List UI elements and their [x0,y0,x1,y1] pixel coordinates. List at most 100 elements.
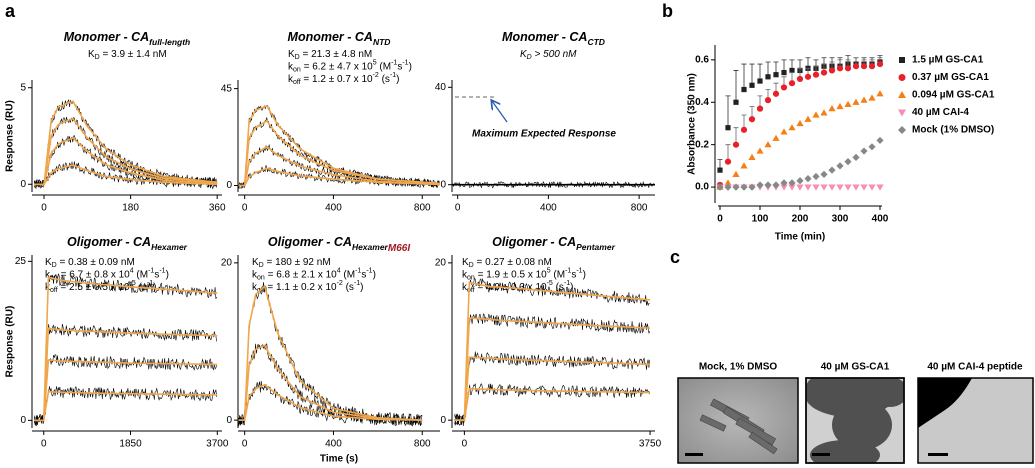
kinetics-part: on [293,67,301,74]
fit-curve [238,383,423,421]
kinetics-part: (M [341,269,355,280]
kinetics-text: koff = 1.2 ± 0.7 x 10-2 (s-1) [288,72,400,86]
marker [804,175,812,183]
kinetics-part: = 0.27 ± 0.08 nM [474,257,552,268]
kinetics-text: kon = 6.2 ± 4.7 x 105 (M-1s-1) [288,60,412,74]
marker [836,102,844,110]
marker [764,181,772,189]
marker [868,63,876,70]
kinetics-part: D [469,262,474,269]
marker [868,94,876,101]
kinetics-part: (s [343,282,354,293]
marker [732,170,740,177]
marker [836,65,844,72]
panel-title: Monomer - CAfull-length [64,30,191,47]
marker [716,183,724,191]
y-axis-label: Response (RU) [5,100,16,172]
kinetics-part: s [361,269,366,280]
fit-curve [454,387,651,421]
marker [788,179,796,187]
marker [876,136,884,145]
marker [788,124,796,131]
fit-curve [238,145,441,187]
kinetics-part: K [462,257,469,268]
kinetics-part: off [50,287,58,294]
kinetics-part: (s [553,282,564,293]
marker [788,184,796,191]
fit-curve [238,104,441,187]
kinetics-part: > 500 nM [532,49,577,60]
marker [757,78,763,84]
fit-curve [454,317,651,421]
kinetics-part: K [520,49,528,60]
x-tick-label: 0 [41,203,47,214]
kinetics-text: KD = 3.9 ± 1.4 nM [88,49,167,62]
marker [860,96,868,103]
kinetics-part: -1 [390,72,396,79]
x-tick-label: 0 [717,214,723,225]
title-suffix: M66I [388,243,410,254]
kinetics-part: -1 [354,280,360,287]
kinetics-part: ) [570,282,573,293]
kinetics-text: KD = 0.27 ± 0.08 nM [462,257,552,270]
kinetics-part: k [288,61,294,72]
noise-trace [237,116,440,189]
y-tick-label: 0 [226,180,232,191]
panel-label: b [662,1,673,21]
kinetics-part: = 1.1 ± 0.2 x 10 [265,282,337,293]
y-tick-label: 0 [440,179,446,190]
kinetics-text: KD = 0.38 ± 0.09 nM [45,257,135,270]
fit-curve [34,117,218,186]
fit-curve [238,167,441,187]
marker [860,184,868,191]
marker [828,166,836,174]
x-axis-label: Time (s) [320,454,358,465]
fit-curve [34,136,218,186]
marker [820,109,828,116]
marker [868,143,876,151]
fit-curve [34,164,218,186]
kinetics-part: 4 [337,268,341,275]
y-axis-label: Absorbance (350 nm) [687,73,698,175]
marker [781,69,787,76]
noise-trace [34,385,217,425]
noise-trace [237,282,423,426]
panel-label: a [5,1,16,21]
title-text: Oligomer - CA [67,235,151,249]
marker [804,115,812,122]
marker [740,126,748,133]
kinetics-part: ) [583,269,586,280]
noise-trace [454,277,650,426]
y-tick-label: 0.4 [695,97,709,108]
title-subscript: Pentamer [576,242,615,252]
kinetics-part: k [252,282,258,293]
title-text: Monomer - CA [288,30,373,44]
marker [844,100,852,107]
y-tick-label: 45 [221,83,233,94]
marker [852,63,860,70]
x-tick-label: 0 [242,203,248,214]
marker [724,183,732,191]
marker [732,141,740,148]
panel-label: c [670,247,680,267]
x-tick-label: 1850 [119,439,142,450]
marker [756,181,764,189]
marker [812,71,820,78]
kinetics-part: ) [166,269,169,280]
micrograph-label: Mock, 1% DMSO [699,362,778,373]
legend-marker [898,74,906,81]
marker [724,158,732,165]
noise-trace [34,354,217,426]
kinetics-part: -1 [391,60,397,67]
marker [780,84,788,91]
kinetics-part: (s [379,74,390,85]
fit-curve [238,119,441,187]
marker [717,167,723,173]
legend-label: Mock (1% DMSO) [912,125,994,136]
y-tick-label: 0.2 [695,139,709,150]
kinetics-part: K [252,257,259,268]
marker [812,172,820,181]
kinetics-part: K [88,49,95,60]
panel-title: Oligomer - CAHexamer [67,235,188,252]
